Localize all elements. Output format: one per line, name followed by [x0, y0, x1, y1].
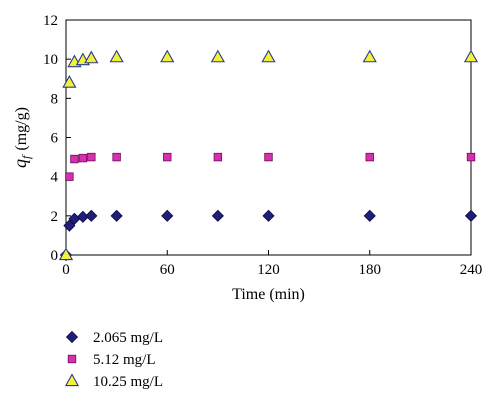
x-tick-label: 120: [257, 262, 280, 278]
data-point-triangle: [463, 49, 479, 63]
data-point-square: [163, 152, 172, 162]
data-point-triangle: [160, 49, 175, 63]
data-point-diamond: [85, 209, 98, 222]
data-point-square: [112, 152, 121, 162]
y-tick-label: 4: [51, 170, 59, 186]
data-point-triangle: [362, 49, 377, 63]
x-tick-label: 0: [62, 262, 70, 278]
data-point-triangle: [109, 49, 124, 63]
data-point-triangle: [261, 49, 276, 63]
y-axis-label-var: q: [10, 159, 30, 168]
data-point-square: [87, 152, 96, 162]
data-point-square: [466, 152, 476, 162]
legend: 2.065 mg/L 5.12 mg/L 10.25 mg/L: [64, 330, 163, 390]
data-point-square: [213, 152, 223, 162]
data-point-triangle: [62, 75, 77, 88]
data-point-diamond: [262, 209, 275, 222]
data-point-square: [264, 152, 273, 162]
y-tick-label: 0: [51, 248, 59, 264]
y-tick-label: 2: [51, 209, 59, 225]
data-point-diamond: [211, 209, 224, 222]
legend-marker-square: [67, 354, 77, 364]
data-point-diamond: [63, 219, 76, 232]
x-tick-label: 60: [160, 262, 175, 278]
y-axis-label: qf (mg/g): [10, 107, 33, 168]
data-point-triangle: [84, 50, 99, 64]
legend-marker-triangle: [64, 373, 80, 387]
data-point-diamond: [363, 209, 376, 222]
y-tick-label: 10: [43, 52, 58, 68]
data-point-diamond: [464, 209, 478, 222]
x-tick-label: 180: [359, 262, 382, 278]
legend-label: 10.25 mg/L: [93, 374, 163, 390]
data-point-diamond: [161, 209, 174, 222]
data-point-triangle: [58, 247, 74, 261]
data-point-square: [70, 154, 79, 164]
y-axis-label-sub: f: [19, 154, 33, 159]
x-tick-label: 240: [460, 262, 483, 278]
data-point-square: [65, 172, 74, 181]
data-point-square: [78, 153, 88, 163]
data-point-diamond: [110, 209, 123, 222]
legend-marker-diamond: [65, 330, 79, 344]
data-point-triangle: [210, 49, 225, 63]
data-point-square: [365, 152, 374, 162]
legend-label: 5.12 mg/L: [93, 352, 156, 368]
y-axis-label-unit: (mg/g): [13, 107, 30, 151]
y-tick-label: 6: [51, 131, 59, 147]
x-axis-label: Time (min): [232, 286, 305, 303]
y-tick-label: 8: [51, 91, 59, 107]
legend-label: 2.065 mg/L: [93, 330, 163, 346]
y-tick-label: 12: [43, 13, 58, 29]
